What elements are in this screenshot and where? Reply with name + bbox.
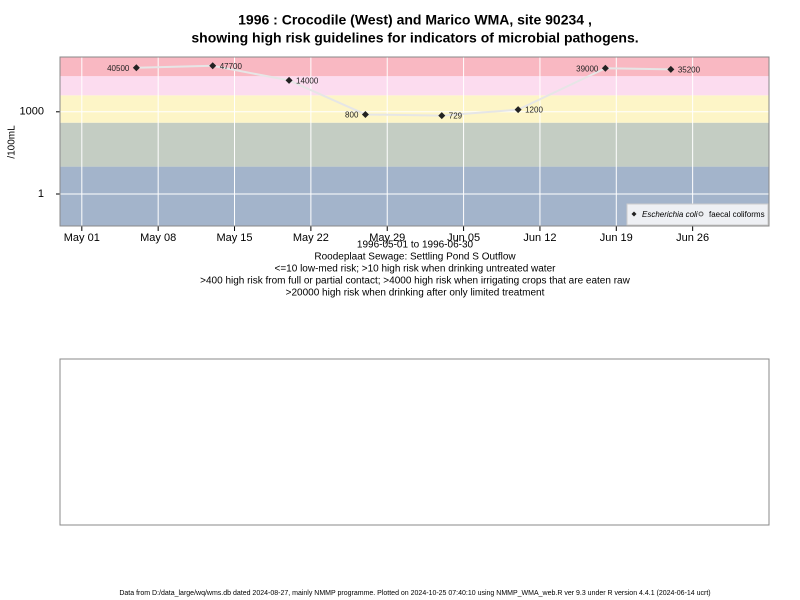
- data-point: [209, 62, 217, 70]
- data-label: 47700: [220, 62, 243, 71]
- data-point: [667, 65, 675, 73]
- x-tick-label: Jun 05: [447, 232, 480, 244]
- y-tick-label: 1000: [20, 106, 44, 118]
- legend-marker: [698, 211, 704, 217]
- x-tick-label: May 15: [216, 232, 252, 244]
- data-label: 800: [345, 111, 359, 120]
- plot-frame: [59, 56, 770, 227]
- legend-label: Escherichia coli: [642, 210, 698, 219]
- legend-box: [626, 203, 769, 226]
- x-tick-label: Jun 26: [676, 232, 709, 244]
- data-point: [285, 76, 293, 84]
- data-point: [438, 112, 446, 120]
- empty-panel: [59, 358, 770, 526]
- data-label: 14000: [296, 77, 319, 86]
- x-tick-label: May 01: [64, 232, 100, 244]
- data-label: 35200: [678, 66, 701, 75]
- y-axis-label: /100mL: [7, 125, 18, 159]
- x-tick-label: Jun 19: [600, 232, 633, 244]
- x-tick-label: May 29: [369, 232, 405, 244]
- data-label: 40500: [107, 64, 130, 73]
- title-line: showing high risk guidelines for indicat…: [191, 30, 638, 46]
- note: >400 high risk from full or partial cont…: [200, 276, 630, 287]
- risk-band: [60, 95, 769, 123]
- note: >20000 high risk when drinking after onl…: [286, 288, 545, 299]
- risk-band: [60, 76, 769, 96]
- data-point: [361, 110, 369, 118]
- x-tick-label: May 22: [293, 232, 329, 244]
- x-tick-label: May 08: [140, 232, 176, 244]
- legend-label: faecal coliforms: [709, 210, 765, 219]
- data-label: 39000: [576, 64, 599, 73]
- data-point: [132, 64, 140, 72]
- note: <=10 low-med risk; >10 high risk when dr…: [275, 264, 557, 275]
- data-point: [601, 64, 609, 72]
- note: Roodeplaat Sewage: Settling Pond S Outfl…: [314, 252, 516, 263]
- y-tick-label: 1: [38, 188, 44, 200]
- note: 1996-05-01 to 1996-06-30: [357, 240, 474, 251]
- data-label: 1200: [525, 106, 543, 115]
- footer: Data from D:/data_large/wq/wms.db dated …: [119, 590, 710, 597]
- data-label: 729: [449, 112, 463, 121]
- legend-marker: [631, 211, 637, 217]
- series-line: [136, 64, 671, 117]
- data-point: [514, 106, 522, 114]
- title-line: 1996 : Crocodile (West) and Marico WMA, …: [238, 12, 592, 28]
- x-tick-label: Jun 12: [523, 232, 556, 244]
- risk-band: [60, 122, 769, 167]
